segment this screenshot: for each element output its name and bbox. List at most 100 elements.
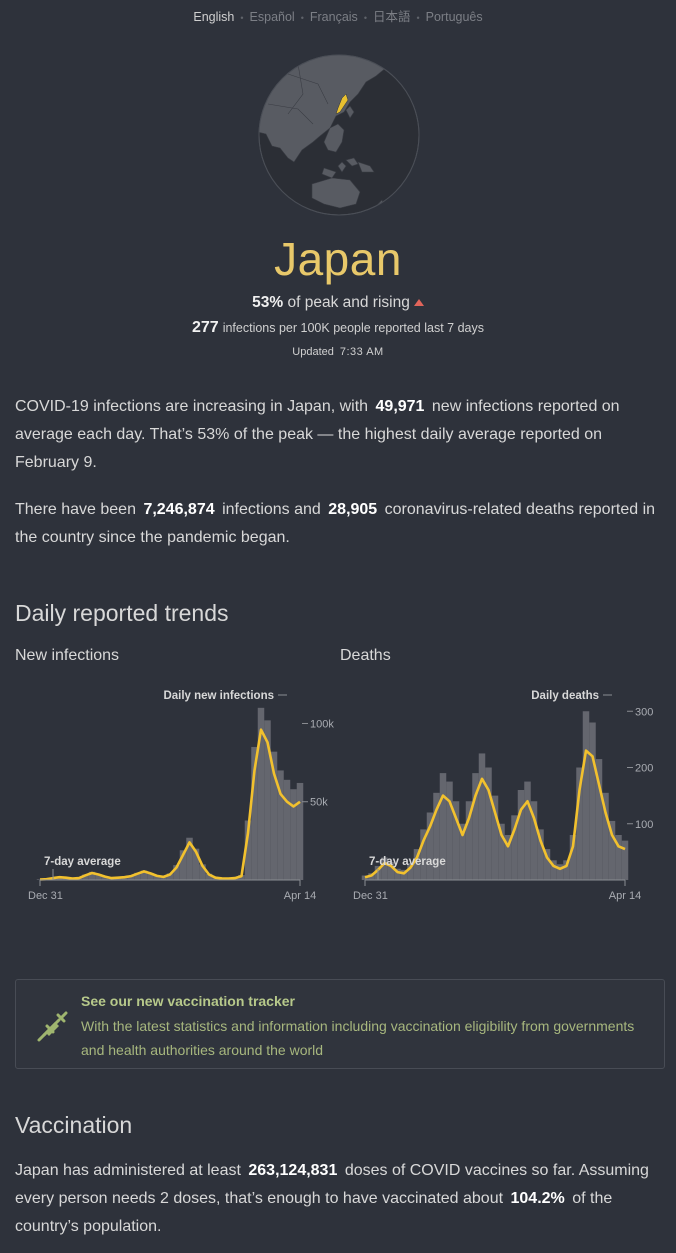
syringe-icon [37, 1011, 68, 1042]
updated-time: 7:33 AM [339, 346, 384, 358]
daily-bar [563, 860, 570, 880]
updated-timestamp: Updated 7:33 AM [0, 346, 676, 358]
lang-francais[interactable]: Français [309, 10, 358, 24]
doses-value: 263,124,831 [248, 1162, 338, 1179]
lang-english[interactable]: English [193, 10, 235, 24]
daily-bar [173, 865, 180, 880]
daily-bar [277, 770, 284, 880]
per-100k-text: infections per 100K people reported last… [222, 321, 484, 335]
deaths-chart-label: Deaths [340, 647, 391, 664]
tracker-body: With the latest statistics and informati… [81, 1018, 635, 1058]
language-selector: English • Español • Français • 日本語 • Português [193, 10, 483, 24]
daily-bar [524, 781, 531, 880]
country-title: Japan [274, 233, 402, 285]
daily-bar [433, 792, 440, 880]
x-tick-label: Dec 31 [353, 890, 388, 902]
summary-paragraph-2: There have been 7,246,874 infections and… [15, 501, 656, 546]
updated-label: Updated [292, 346, 334, 358]
daily-bar [179, 850, 187, 880]
daily-bar [517, 790, 525, 880]
daily-series-label: Daily new infections [163, 690, 274, 702]
seven-day-average-line [39, 728, 301, 881]
daily-bar [543, 849, 551, 880]
daily-bar [400, 869, 408, 880]
daily-bar [387, 862, 395, 880]
daily-bar [439, 773, 447, 880]
daily-bar [264, 720, 271, 880]
daily-bar [140, 870, 148, 880]
daily-bar [446, 781, 453, 880]
daily-bar [199, 864, 206, 880]
y-tick-label: 100 [635, 819, 653, 831]
daily-bar [589, 722, 596, 880]
vaccination-paragraph: Japan has administered at least 263,124,… [15, 1162, 649, 1235]
daily-bar [251, 746, 258, 880]
daily-bar [88, 871, 96, 880]
daily-bar [491, 795, 499, 880]
peak-percent: 53% [252, 294, 284, 311]
daily-bar [394, 868, 401, 880]
summary-paragraph-1: COVID-19 infections are increasing in Ja… [15, 398, 620, 471]
daily-bar [420, 829, 427, 880]
daily-bar [290, 789, 297, 880]
daily-bar [361, 875, 369, 880]
peak-status: 53% of peak and rising [0, 294, 676, 312]
lang-espanol[interactable]: Español [249, 10, 295, 24]
daily-bar [95, 874, 102, 880]
daily-bar [381, 857, 388, 880]
y-tick-label: 300 [635, 706, 653, 718]
daily-bar [134, 872, 141, 880]
lang-portugues[interactable]: Português [425, 10, 483, 24]
daily-bar [485, 767, 492, 880]
daily-bar [530, 801, 538, 880]
daily-bar [186, 837, 193, 880]
daily-bar [452, 801, 460, 880]
infections-chart-label: New infections [15, 647, 120, 664]
y-tick-label: 50k [310, 797, 328, 809]
daily-bar [101, 876, 109, 880]
daily-bar [556, 864, 564, 880]
per-100k-value: 277 [192, 319, 219, 336]
daily-bar [550, 860, 557, 880]
trends-heading: Daily reported trends [15, 600, 229, 626]
daily-bar [459, 823, 466, 880]
daily-bar [498, 823, 505, 880]
daily-bar [537, 829, 544, 880]
daily-bar [576, 767, 583, 880]
vaccinated-percent: 104.2% [510, 1190, 565, 1207]
globe-map [258, 54, 420, 216]
daily-bar [478, 753, 486, 880]
peak-text: of peak and rising [287, 294, 410, 311]
daily-bar [160, 876, 167, 880]
daily-bar [147, 872, 154, 880]
rising-arrow-icon [413, 299, 424, 306]
x-tick-label: Dec 31 [28, 890, 63, 902]
daily-bar [504, 835, 512, 880]
y-tick-label: 200 [635, 763, 653, 775]
daily-bar [465, 801, 473, 880]
daily-bar [296, 782, 304, 880]
daily-bar [582, 711, 590, 880]
daily-bar [511, 815, 518, 880]
infections-chart: Dec 31 Apr 14 50k 100k Daily new infections 7… [28, 690, 334, 902]
daily-bar [608, 820, 616, 880]
daily-bar [270, 751, 278, 880]
daily-bar [595, 759, 603, 880]
x-tick-label: Apr 14 [284, 890, 316, 902]
x-tick-label: Apr 14 [609, 890, 641, 902]
vaccination-heading: Vaccination [15, 1112, 133, 1138]
daily-bar [166, 873, 174, 880]
avg-series-label: 7-day average [369, 856, 446, 868]
y-tick-label: 100k [310, 718, 334, 730]
daily-bar [205, 873, 213, 880]
vaccination-tracker-link[interactable]: See our new vaccination tracker With the… [15, 979, 665, 1069]
lang-japanese[interactable]: 日本語 [372, 10, 411, 24]
daily-bar [238, 874, 245, 880]
daily-bar [426, 812, 434, 880]
japan-highlight [335, 93, 349, 115]
daily-bar [472, 773, 479, 880]
daily-bar [407, 863, 414, 880]
tracker-title: See our new vaccination tracker [81, 993, 295, 1009]
daily-bar [615, 835, 622, 880]
daily-bar [127, 875, 135, 880]
